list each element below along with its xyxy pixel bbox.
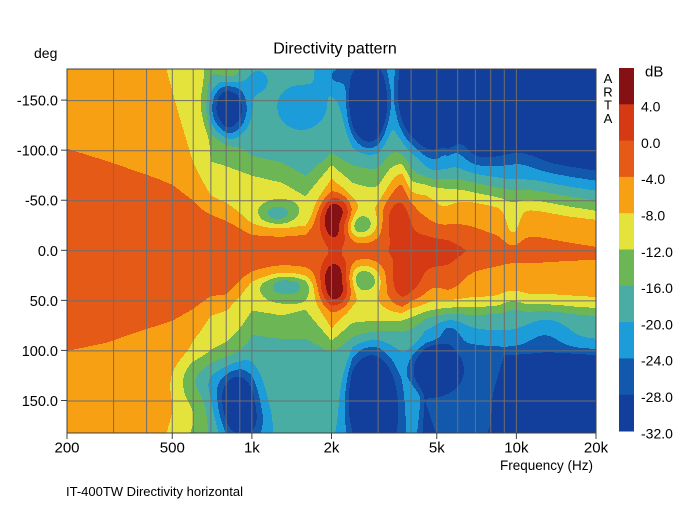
svg-text:5k: 5k bbox=[429, 440, 445, 457]
svg-text:20k: 20k bbox=[584, 440, 609, 457]
svg-text:0.0: 0.0 bbox=[38, 244, 58, 260]
svg-text:200: 200 bbox=[54, 440, 79, 457]
svg-text:-12.0: -12.0 bbox=[641, 244, 673, 260]
svg-text:-20.0: -20.0 bbox=[641, 316, 673, 332]
svg-text:10k: 10k bbox=[504, 440, 529, 457]
svg-text:-4.0: -4.0 bbox=[641, 171, 665, 187]
svg-text:0.0: 0.0 bbox=[641, 135, 661, 151]
svg-text:1k: 1k bbox=[244, 440, 260, 457]
svg-text:-28.0: -28.0 bbox=[641, 389, 673, 405]
svg-text:100.0: 100.0 bbox=[22, 344, 58, 360]
svg-text:-32.0: -32.0 bbox=[641, 425, 673, 441]
svg-text:-150.0: -150.0 bbox=[17, 94, 58, 110]
svg-text:-8.0: -8.0 bbox=[641, 208, 665, 224]
svg-text:Frequency (Hz): Frequency (Hz) bbox=[500, 458, 593, 473]
svg-text:150.0: 150.0 bbox=[22, 394, 58, 410]
svg-text:A: A bbox=[604, 71, 613, 86]
svg-text:A: A bbox=[604, 111, 613, 126]
svg-text:-24.0: -24.0 bbox=[641, 353, 673, 369]
svg-text:IT-400TW Directivity horizonta: IT-400TW Directivity horizontal bbox=[66, 484, 243, 499]
svg-text:deg: deg bbox=[34, 45, 57, 61]
svg-text:4.0: 4.0 bbox=[641, 99, 661, 115]
svg-text:50.0: 50.0 bbox=[30, 294, 58, 310]
svg-text:-100.0: -100.0 bbox=[17, 144, 58, 160]
svg-text:Directivity pattern: Directivity pattern bbox=[273, 41, 397, 58]
svg-text:2k: 2k bbox=[324, 440, 340, 457]
svg-text:T: T bbox=[604, 98, 612, 113]
svg-text:dB: dB bbox=[645, 64, 663, 81]
svg-text:R: R bbox=[603, 84, 612, 99]
svg-text:-50.0: -50.0 bbox=[25, 194, 58, 210]
svg-text:-16.0: -16.0 bbox=[641, 280, 673, 296]
svg-text:500: 500 bbox=[160, 440, 185, 457]
